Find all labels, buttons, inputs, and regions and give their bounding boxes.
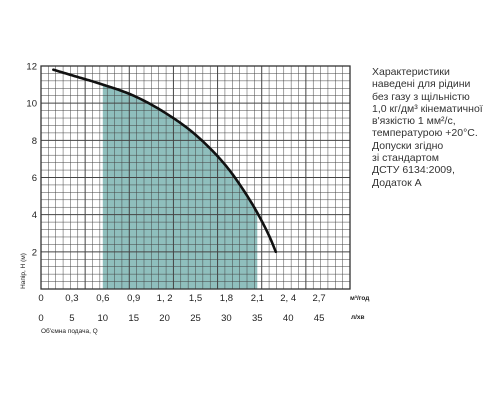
plot-frame (40, 65, 351, 290)
x-tick-label-lmin: 20 (159, 313, 170, 324)
note-line: Характеристики (372, 66, 450, 78)
x-tick-label-m3h: 2,1 (251, 293, 264, 304)
y-tick-label: 4 (32, 210, 37, 221)
x-tick-label-m3h: 2, 4 (280, 293, 296, 304)
x-tick-label-m3h: 1, 2 (157, 293, 173, 304)
x-tick-label-m3h: 2,7 (312, 293, 325, 304)
note-line: температурою +20°С. (372, 127, 478, 140)
x-tick-label-lmin: 15 (128, 313, 139, 324)
y-tick-label: 12 (26, 62, 37, 73)
note-line: без газу з щільністю (372, 90, 470, 103)
x-tick-label-lmin: 25 (190, 313, 201, 324)
note-line: зі стандартом (372, 152, 439, 165)
y-tick-label: 6 (32, 173, 37, 184)
note-line: Допуски згідно (372, 139, 444, 152)
y-tick-label: 10 (26, 99, 37, 110)
x-axis-title: Об'ємна подача, Q (41, 327, 98, 335)
note-line: ДСТУ 6134:2009, (372, 164, 455, 177)
x-tick-label-lmin: 45 (314, 313, 325, 324)
x-tick-label-lmin: 35 (252, 313, 263, 324)
x-tick-label-m3h: 0,9 (127, 293, 140, 304)
y-tick-label: 2 (32, 247, 37, 258)
y-tick-label: 8 (32, 136, 37, 147)
x-tick-label-m3h: 1,8 (220, 293, 233, 304)
x-tick-label-m3h: 0 (38, 293, 43, 304)
x-tick-label-lmin: 30 (221, 313, 232, 324)
x-tick-label-lmin: 5 (69, 313, 74, 324)
x-tick-label-lmin: 10 (98, 313, 109, 324)
x-tick-label-m3h: 1,5 (189, 293, 202, 304)
characteristics-note: Характеристики наведені для рідини без г… (372, 66, 497, 189)
note-line: в'язкістю 1 мм²/с, (372, 115, 456, 128)
working-range-area (102, 84, 258, 289)
x-tick-label-m3h: 0,3 (65, 293, 78, 304)
x-unit-lmin: л/хв (351, 314, 365, 321)
head-flow-curve (52, 68, 278, 254)
x-unit-m3h: м³/год (350, 295, 369, 302)
note-line: Додаток А (372, 176, 422, 189)
note-line: 1,0 кг/дм³ кінематичної (372, 102, 483, 115)
note-line: наведені для рідини (372, 78, 471, 91)
x-tick-label-m3h: 0,6 (96, 293, 109, 304)
x-tick-label-lmin: 0 (38, 313, 43, 324)
x-tick-label-lmin: 40 (283, 313, 294, 324)
y-axis-title: Напір, H (м) (19, 253, 27, 289)
